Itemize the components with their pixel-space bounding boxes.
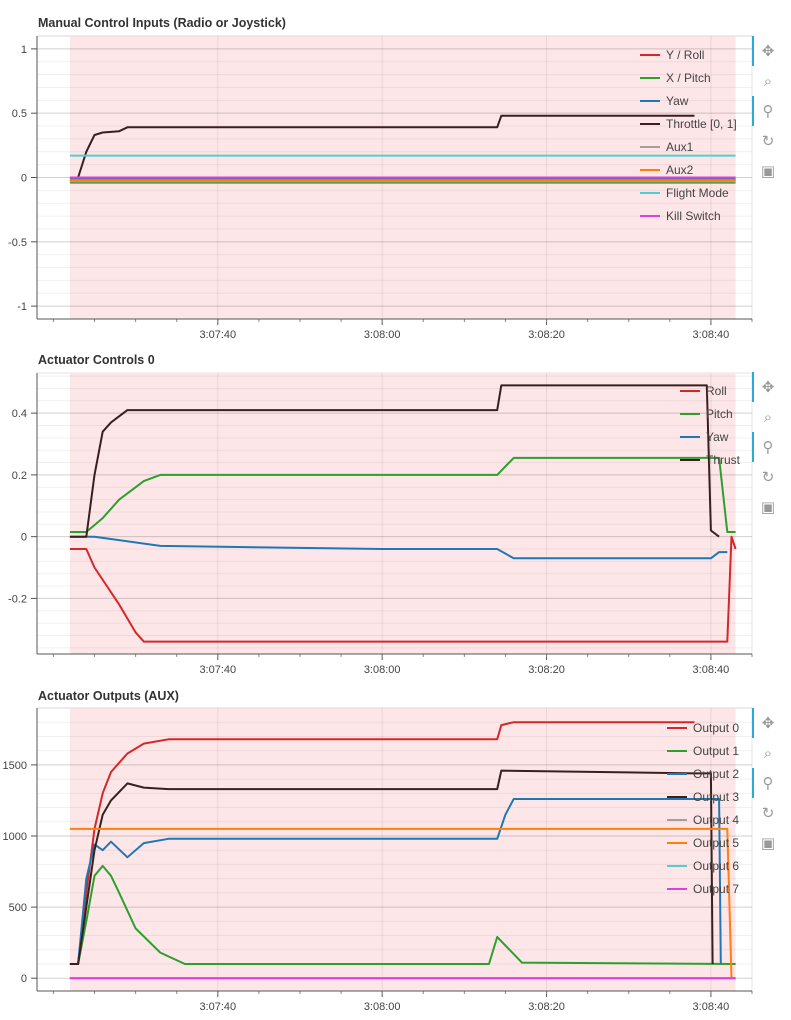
x-tick-label: 3:08:40 [693, 1001, 730, 1013]
series-line-output-1 [69, 864, 736, 965]
x-tick-label: 3:08:00 [364, 664, 401, 676]
chart-toolbar: ✥ ⌕ ⚲ ↻ ▣ [752, 708, 788, 858]
save-icon[interactable]: ▣ [760, 163, 776, 180]
x-tick-label: 3:07:40 [199, 664, 236, 676]
y-tick-label: 0.5 [12, 108, 27, 120]
chart-plot-manual-control[interactable]: 1 0.5 0 -0.5 -1 3:07:40 3:08:00 3:08:20 3:08:40 Y… [0, 0, 791, 341]
x-tick-label: 3:08:20 [528, 329, 565, 341]
x-tick-label: 3:08:20 [528, 664, 565, 676]
legend-label[interactable]: Output 5 [693, 836, 739, 850]
legend-label[interactable]: Output 3 [693, 790, 739, 804]
y-tick-label: -0.5 [8, 237, 27, 249]
legend: Y / Roll X / Pitch Yaw Throttle [0, 1] Aux1 A… [640, 48, 737, 223]
legend-label[interactable]: Aux1 [666, 140, 694, 154]
box-zoom-icon[interactable]: ⌕ [763, 72, 773, 90]
series-line-thrust [69, 384, 720, 538]
series-line-pitch [69, 456, 736, 533]
legend-label[interactable]: Output 0 [693, 721, 739, 735]
reset-icon[interactable]: ↻ [761, 805, 775, 822]
legend-label[interactable]: Flight Mode [666, 186, 729, 200]
series-line-output-2 [69, 798, 722, 965]
y-tick-label: -0.2 [8, 593, 27, 605]
legend-label[interactable]: Thrust [706, 453, 741, 467]
series-line-output-0 [69, 721, 695, 965]
y-tick-label: -1 [17, 301, 27, 313]
chart-title: Actuator Controls 0 [38, 353, 155, 367]
y-tick-label: 1000 [3, 831, 27, 843]
x-tick-label: 3:08:00 [364, 329, 401, 341]
x-tick-label: 3:08:20 [528, 1001, 565, 1013]
box-zoom-icon[interactable]: ⌕ [763, 408, 773, 426]
chart-plot-actuator-controls[interactable]: 0.4 0.2 0 -0.2 3:07:40 3:08:00 3:08:20 3:08:40 R… [0, 340, 791, 680]
x-tick-label: 3:08:40 [693, 664, 730, 676]
series-line-roll [69, 535, 737, 643]
y-tick-label: 500 [9, 902, 27, 914]
legend-label[interactable]: Y / Roll [666, 48, 704, 62]
legend-label[interactable]: Roll [706, 384, 727, 398]
legend-label[interactable]: Output 6 [693, 859, 739, 873]
legend-label[interactable]: Yaw [706, 430, 729, 444]
legend: Roll Pitch Yaw Thrust [680, 384, 741, 467]
chart-toolbar: ✥ ⌕ ⚲ ↻ ▣ [752, 372, 788, 522]
chart-title: Actuator Outputs (AUX) [38, 689, 179, 703]
chart-panel-actuator-controls: Actuator Controls 0 0.4 0.2 0 -0.2 3:07:40 3:… [0, 340, 791, 680]
x-tick-label: 3:07:40 [199, 329, 236, 341]
wheel-zoom-icon[interactable]: ⚲ [762, 775, 774, 792]
x-tick-label: 3:08:00 [364, 1001, 401, 1013]
wheel-zoom-icon[interactable]: ⚲ [762, 439, 774, 456]
y-tick-label: 0 [21, 173, 27, 185]
series-line-throttle-0-1- [77, 114, 695, 178]
save-icon[interactable]: ▣ [760, 835, 776, 852]
y-tick-label: 0.4 [12, 408, 27, 420]
x-tick-label: 3:07:40 [199, 1001, 236, 1013]
legend-label[interactable]: Output 2 [693, 767, 739, 781]
box-zoom-icon[interactable]: ⌕ [763, 744, 773, 762]
reset-icon[interactable]: ↻ [761, 133, 775, 150]
y-tick-label: 1500 [3, 760, 27, 772]
legend-label[interactable]: Yaw [666, 94, 689, 108]
pan-icon[interactable]: ✥ [761, 715, 775, 732]
chart-title: Manual Control Inputs (Radio or Joystick… [38, 16, 286, 30]
y-tick-label: 0 [21, 973, 27, 985]
chart-panel-manual-control: Manual Control Inputs (Radio or Joystick… [0, 0, 791, 341]
series-line-yaw [69, 535, 728, 560]
legend-label[interactable]: Output 4 [693, 813, 739, 827]
legend: Output 0 Output 1 Output 2 Output 3 Output 4… [667, 721, 739, 896]
legend-label[interactable]: X / Pitch [666, 71, 711, 85]
chart-toolbar: ✥ ⌕ ⚲ ↻ ▣ [752, 36, 788, 186]
pan-icon[interactable]: ✥ [761, 379, 775, 396]
series-line-output-5 [69, 827, 733, 979]
y-tick-label: 0.2 [12, 470, 27, 482]
y-tick-label: 0 [21, 532, 27, 544]
shaded-region [69, 708, 736, 991]
chart-plot-actuator-outputs[interactable]: 1500 1000 500 0 3:07:40 3:08:00 3:08:20 3:08:40… [0, 680, 791, 1020]
wheel-zoom-icon[interactable]: ⚲ [762, 103, 774, 120]
pan-icon[interactable]: ✥ [761, 43, 775, 60]
legend-label[interactable]: Output 1 [693, 744, 739, 758]
legend-label[interactable]: Output 7 [693, 882, 739, 896]
x-tick-label: 3:08:40 [693, 329, 730, 341]
series-line-output-3 [69, 769, 714, 965]
reset-icon[interactable]: ↻ [761, 469, 775, 486]
legend-label[interactable]: Aux2 [666, 163, 694, 177]
shaded-region [69, 373, 736, 654]
chart-panel-actuator-outputs: Actuator Outputs (AUX) 1500 1000 500 0 3:07:… [0, 680, 791, 1020]
save-icon[interactable]: ▣ [760, 499, 776, 516]
legend-label[interactable]: Kill Switch [666, 209, 721, 223]
legend-label[interactable]: Throttle [0, 1] [666, 117, 737, 131]
y-tick-label: 1 [21, 44, 27, 56]
legend-label[interactable]: Pitch [706, 407, 733, 421]
